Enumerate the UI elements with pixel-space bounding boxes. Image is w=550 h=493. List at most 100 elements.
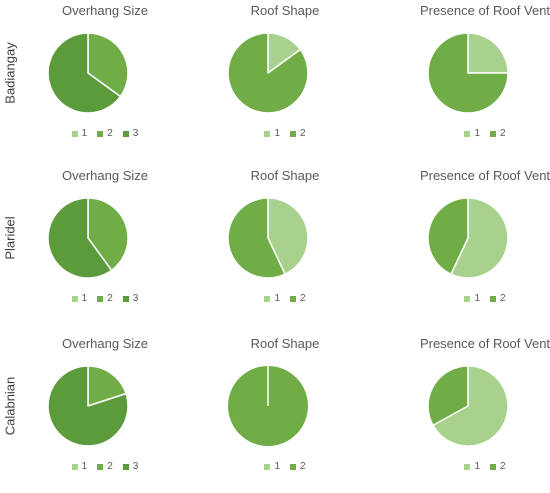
pie-calabnian-presence-of-roof-vent (427, 365, 509, 447)
legend-swatch (464, 295, 471, 302)
legend-swatch (290, 130, 296, 137)
chart-calabnian-presence-of-roof-vent: Presence of Roof Vent 1 2 (395, 333, 550, 493)
legend-item-2: 2 (490, 293, 506, 304)
chart-legend: 1 2 3 (15, 293, 195, 304)
legend-item-1: 1 (71, 128, 87, 139)
legend-label: 2 (500, 293, 506, 304)
legend-swatch (464, 130, 471, 137)
pie-slice-2 (227, 197, 286, 279)
chart-title: Presence of Roof Vent (419, 168, 550, 183)
legend-label: 1 (81, 293, 88, 304)
legend-label: 3 (132, 293, 139, 304)
pie-slice-2 (427, 197, 469, 275)
chart-plaridel-overhang-size: Overhang Size 1 2 3 (15, 165, 195, 325)
legend-swatch (122, 130, 129, 137)
legend-item-1: 1 (464, 293, 480, 304)
legend-item-1: 1 (71, 293, 88, 304)
legend-swatch (464, 463, 471, 470)
legend-swatch (490, 295, 496, 302)
legend-item-3: 3 (122, 128, 139, 139)
chart-calabnian-overhang-size: Overhang Size 1 2 3 (15, 333, 195, 493)
pie-slice-1 (467, 32, 509, 74)
pie-slice-3 (47, 197, 113, 279)
chart-plaridel-presence-of-roof-vent: Presence of Roof Vent 1 2 (395, 165, 550, 325)
pie-badiangay-overhang-size (47, 32, 129, 114)
legend-label: 1 (274, 128, 280, 139)
chart-title: Roof Shape (250, 3, 320, 18)
pie-chart-grid: Badiangay Plaridel Calabnian Overhang Size 1… (3, 0, 550, 472)
legend-label: 1 (274, 293, 280, 304)
chart-title: Presence of Roof Vent (419, 336, 550, 351)
legend-swatch (71, 130, 78, 137)
legend-label: 2 (107, 128, 113, 139)
pie-slice-1 (432, 365, 509, 447)
legend-label: 1 (81, 461, 88, 472)
legend-swatch (264, 295, 271, 302)
legend-item-1: 1 (264, 461, 280, 472)
legend-label: 1 (274, 461, 280, 472)
pie-slice-1 (267, 197, 309, 275)
legend-swatch (122, 463, 129, 470)
pie-slice-3 (47, 365, 129, 447)
chart-title: Overhang Size (62, 336, 148, 351)
pie-slice-3 (47, 32, 122, 114)
legend-item-2: 2 (290, 128, 306, 139)
legend-label: 1 (474, 128, 480, 139)
legend-item-1: 1 (71, 461, 88, 472)
legend-swatch (97, 295, 104, 302)
pie-slice-2 (87, 32, 129, 98)
legend-item-1: 1 (464, 128, 480, 139)
legend-label: 2 (300, 128, 306, 139)
legend-swatch (122, 295, 129, 302)
chart-plaridel-roof-shape: Roof Shape 1 2 (195, 165, 375, 325)
legend-item-2: 2 (490, 461, 506, 472)
legend-label: 1 (474, 293, 480, 304)
pie-badiangay-roof-shape (227, 32, 309, 114)
legend-label: 3 (132, 128, 139, 139)
legend-swatch (97, 130, 104, 137)
pie-slice-2 (227, 32, 309, 114)
chart-title: Overhang Size (62, 3, 148, 18)
legend-label: 2 (300, 293, 306, 304)
pie-slice-1 (450, 197, 509, 279)
legend-label: 1 (474, 461, 480, 472)
chart-calabnian-roof-shape: Roof Shape 1 2 (195, 333, 375, 493)
chart-legend: 1 2 3 (15, 128, 195, 139)
pie-plaridel-presence-of-roof-vent (427, 197, 509, 279)
legend-item-2: 2 (97, 128, 113, 139)
pie-slice-2 (427, 365, 469, 427)
legend-swatch (71, 295, 78, 302)
pie-calabnian-roof-shape (228, 366, 308, 446)
legend-item-1: 1 (264, 128, 280, 139)
chart-title: Presence of Roof Vent (419, 3, 550, 18)
chart-badiangay-overhang-size: Overhang Size 1 2 3 (15, 0, 195, 160)
chart-legend: 1 2 3 (15, 461, 195, 472)
legend-swatch (290, 295, 296, 302)
legend-label: 2 (107, 293, 113, 304)
chart-title: Overhang Size (62, 168, 148, 183)
pie-slice-2 (87, 197, 129, 272)
legend-label: 3 (132, 461, 139, 472)
pie-badiangay-presence-of-roof-vent (427, 32, 509, 114)
chart-badiangay-roof-shape: Roof Shape 1 2 (195, 0, 375, 160)
legend-swatch (290, 463, 296, 470)
legend-swatch (71, 463, 78, 470)
legend-label: 2 (300, 461, 306, 472)
legend-item-2: 2 (290, 293, 306, 304)
legend-item-1: 1 (464, 461, 480, 472)
legend-item-2: 2 (97, 293, 113, 304)
legend-item-2: 2 (490, 128, 506, 139)
pie-plaridel-roof-shape (227, 197, 309, 279)
legend-item-3: 3 (122, 293, 139, 304)
pie-slice-2 (427, 32, 509, 114)
pie-calabnian-overhang-size (47, 365, 129, 447)
legend-item-2: 2 (290, 461, 306, 472)
legend-label: 2 (107, 461, 113, 472)
legend-item-3: 3 (122, 461, 139, 472)
chart-title: Roof Shape (250, 336, 320, 351)
